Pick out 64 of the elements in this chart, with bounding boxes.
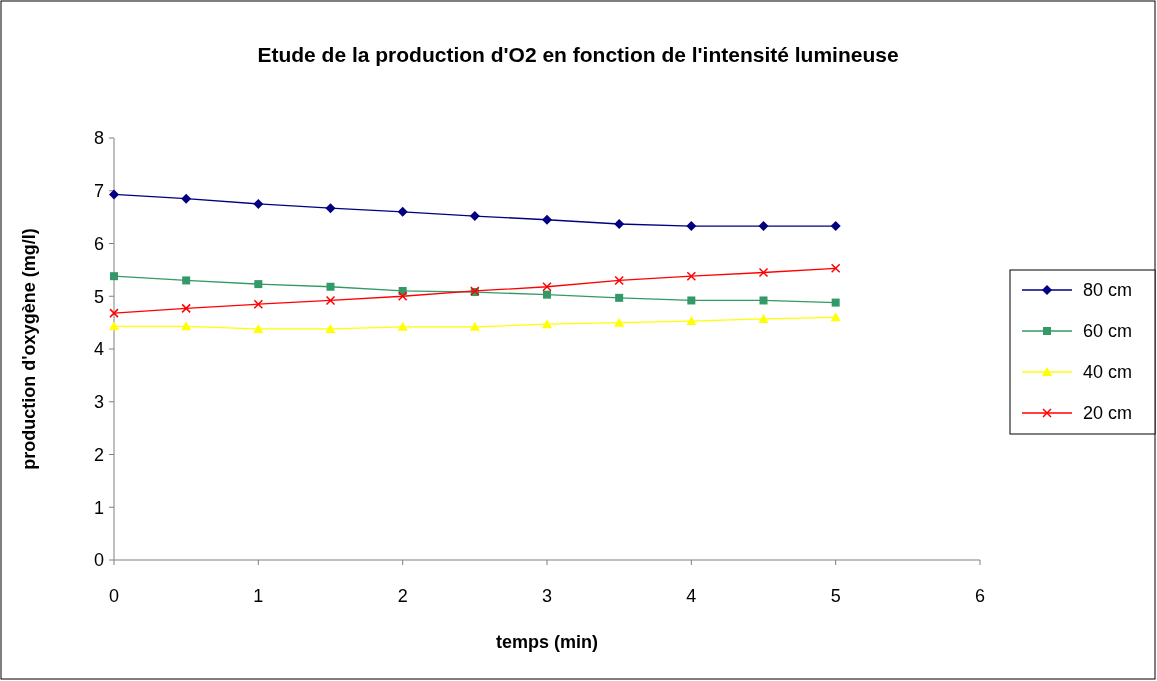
x-tick-label: 3	[541, 586, 553, 606]
point	[253, 299, 264, 309]
point	[615, 293, 624, 302]
point	[830, 312, 841, 322]
x-tick-label: 1	[253, 586, 264, 606]
point	[109, 189, 119, 200]
point	[326, 282, 335, 291]
point	[830, 221, 841, 232]
point	[397, 206, 408, 217]
point	[687, 296, 696, 305]
y-tick-label: 5	[93, 286, 104, 307]
point	[614, 218, 625, 229]
x-tick-label: 0	[108, 586, 120, 606]
y-tick-label: 0	[93, 550, 104, 571]
x-tick-label: 2	[397, 586, 408, 606]
chart-title: Etude de la production d'O2 en fonction de l'intensité lumineuse	[257, 43, 899, 66]
x-axis-title: temps (min)	[495, 632, 599, 652]
y-tick-label: 1	[93, 497, 104, 518]
point	[614, 275, 624, 286]
point	[325, 323, 336, 333]
point	[253, 198, 264, 209]
point	[542, 282, 552, 292]
point	[542, 319, 552, 329]
point	[831, 298, 840, 307]
point	[469, 211, 480, 222]
y-tick-label: 7	[93, 181, 104, 202]
point	[181, 321, 192, 331]
legend-label: 80 cm	[1083, 280, 1133, 301]
y-tick-label: 3	[93, 392, 104, 413]
point	[542, 214, 552, 225]
point	[110, 272, 118, 281]
point	[686, 221, 697, 232]
point	[686, 271, 697, 281]
y-tick-label: 4	[93, 339, 104, 360]
point	[614, 317, 625, 327]
point	[325, 203, 336, 214]
point	[397, 321, 408, 331]
x-tick-label: 6	[974, 586, 986, 606]
y-tick-label: 8	[93, 128, 104, 149]
point	[686, 316, 697, 326]
x-tick-label: 5	[830, 586, 841, 606]
point	[254, 280, 263, 289]
point	[181, 193, 192, 204]
point	[758, 221, 769, 232]
point	[109, 308, 119, 318]
legend-label: 60 cm	[1083, 321, 1133, 342]
point	[325, 295, 336, 306]
y-axis-title: production d'oxygène (mg/l)	[19, 228, 39, 470]
y-tick-label: 6	[93, 233, 104, 254]
point	[109, 321, 119, 331]
point	[253, 323, 264, 333]
point	[181, 303, 191, 314]
legend-label: 40 cm	[1083, 362, 1133, 383]
legend-label: 20 cm	[1083, 403, 1133, 424]
y-tick-label: 2	[93, 444, 104, 465]
point	[758, 267, 769, 278]
point	[543, 290, 551, 299]
point	[759, 296, 768, 305]
x-tick-label: 4	[686, 586, 697, 606]
point	[830, 263, 841, 274]
point	[182, 276, 191, 285]
point	[469, 321, 480, 331]
point	[397, 291, 408, 301]
point	[758, 313, 769, 323]
